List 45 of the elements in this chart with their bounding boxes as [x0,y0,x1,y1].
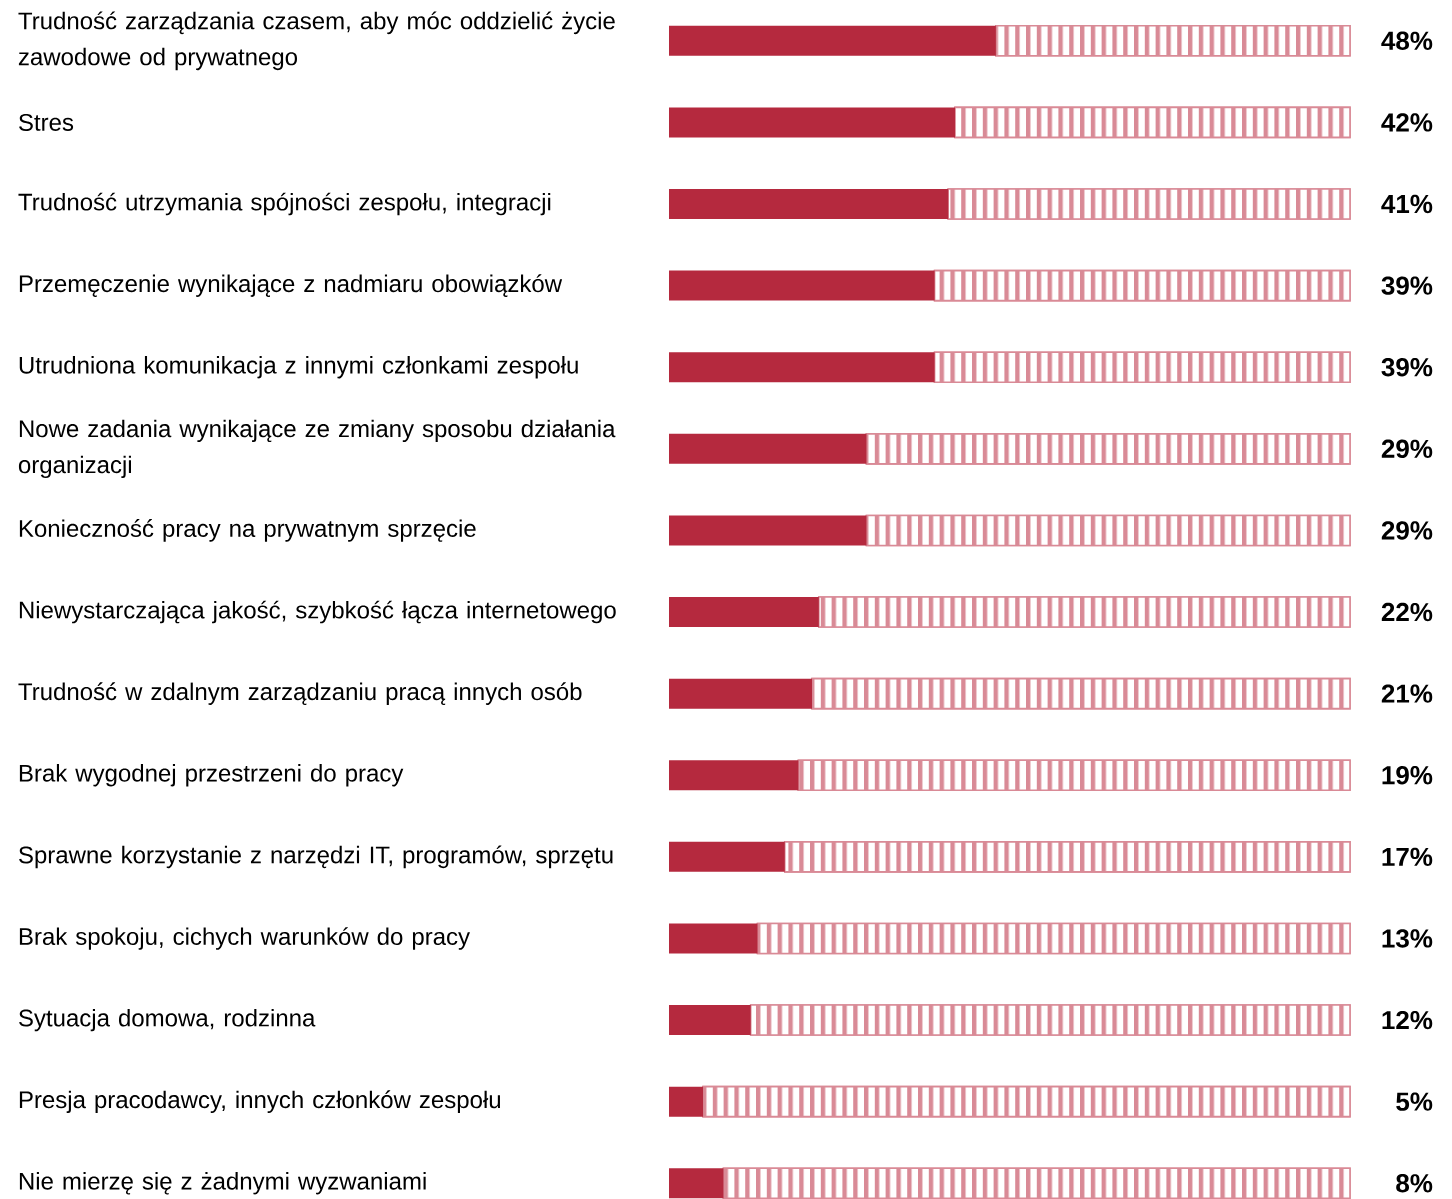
data-label: 41% [1381,194,1433,214]
bar [669,107,956,138]
data-label: 29% [1381,521,1433,540]
y-tick-label: Stres [19,113,74,131]
data-label: 12% [1382,1010,1433,1030]
bar [669,923,758,954]
y-tick-label: Sprawne korzystanie z narzędzi IT, programów, sprzętu [19,845,613,869]
bar [669,1086,704,1117]
y-tick-label: Trudność zarządzania czasem, aby móc oddzielić życie zawodowe od prywatnego [18,11,615,71]
bar [669,515,867,546]
y-tick-label: Brak spokoju, cichych warunków do pracy [19,927,470,950]
bar [669,597,819,628]
y-tick-label: Presja pracodawcy, innych członków zespołu [19,1090,501,1113]
y-tick-label: Trudność utrzymania spójności zespołu, integracji [18,192,551,216]
y-tick-label: Konieczność pracy na prywatnym sprzęcie [19,519,476,542]
bar [669,760,799,791]
bar [669,1168,724,1199]
data-label: 5% [1396,1092,1433,1111]
data-label: 29% [1381,439,1433,459]
data-label: 48% [1381,31,1433,50]
bar [669,25,996,56]
data-label: 42% [1381,113,1433,132]
y-tick-label: Nowe zadania wynikające ze zmiany sposobu działania organizacji [18,419,616,479]
data-label: 13% [1382,929,1433,948]
y-tick-label: Niewystarczająca jakość, szybkość łącza internetowego [19,600,616,624]
bar [669,270,935,301]
y-tick-label: Trudność w zdalnym zarządzaniu pracą innych osób [18,682,582,705]
data-label: 19% [1382,766,1433,785]
bar [669,189,949,220]
bar [669,678,813,709]
data-label: 17% [1382,847,1433,866]
bar [669,352,935,383]
y-tick-label: Przemęczenie wynikające z nadmiaru obowiązków [19,274,563,297]
bar [669,433,867,464]
bar [669,841,785,872]
data-label: 39% [1381,357,1433,377]
bar [669,1005,751,1036]
data-label: 39% [1381,276,1433,295]
data-label: 21% [1381,684,1433,703]
y-tick-label: Nie mierzę się z żadnymi wyzwaniami [19,1172,426,1195]
y-tick-label: Brak wygodnej przestrzeni do pracy [19,764,404,787]
y-tick-label: Sytuacja domowa, rodzinna [19,1008,316,1032]
data-label: 22% [1381,602,1433,622]
data-label: 8% [1396,1174,1433,1193]
y-tick-label: Utrudniona komunikacja z innymi członkami zespołu [19,356,578,379]
